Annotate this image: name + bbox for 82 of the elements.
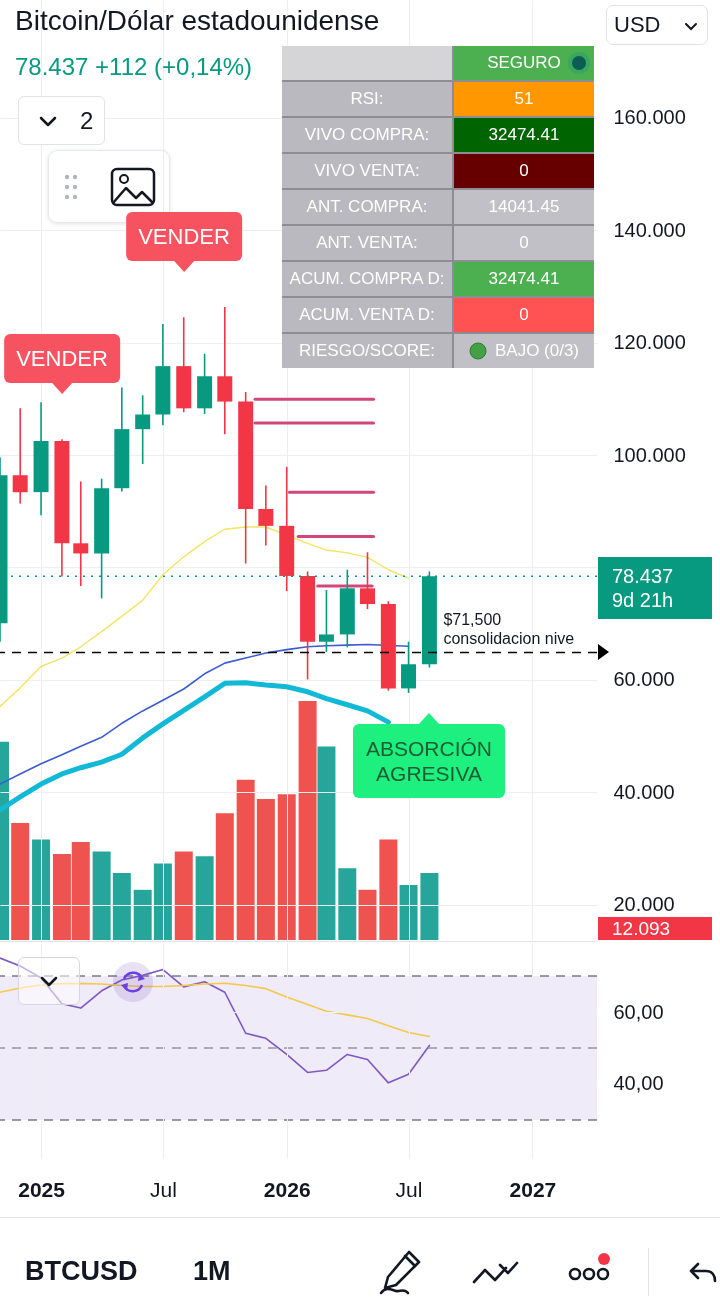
- annotation: 2: [80, 107, 94, 134]
- callout: ABSORCIÓN AGRESIVA: [353, 713, 505, 798]
- price-tag: 12.093: [598, 917, 712, 940]
- table-cell: 32474.41: [454, 262, 594, 296]
- line-series: [0, 982, 431, 1038]
- bar: [298, 701, 317, 940]
- chart-title: Bitcoin/Dólar estadounidense: [15, 5, 380, 37]
- candlestick: [135, 394, 151, 465]
- annotation: 14041.45: [488, 197, 560, 217]
- x-tick-label: 2027: [509, 1177, 557, 1201]
- annotation: BAJO (0/3): [494, 341, 580, 361]
- ref-line-label: $71,500 consolidacion nive: [443, 610, 576, 649]
- candlestick: [12, 407, 28, 505]
- bar: [195, 856, 214, 940]
- table-cell: VIVO COMPRA:: [282, 118, 452, 152]
- x-tick-label: 2025: [18, 1177, 66, 1201]
- table-cell: 0: [454, 298, 594, 332]
- text: BTCUSD: [25, 1256, 138, 1286]
- table-cell: RSI:: [282, 82, 452, 116]
- annotation: 51: [514, 89, 534, 109]
- annotation: 32474.41: [488, 269, 560, 289]
- y-tick-label: 60.000: [613, 668, 675, 691]
- bar: [277, 794, 296, 940]
- bar: [256, 798, 275, 940]
- table-cell: 51: [454, 82, 594, 116]
- table-cell: 0: [454, 154, 594, 188]
- bar: [317, 746, 336, 940]
- y-tick-label: 40,00: [613, 1072, 664, 1095]
- table-cell: ANT. VENTA:: [282, 226, 452, 260]
- bar: [92, 851, 111, 940]
- dropdown-button: 2: [18, 96, 105, 145]
- price-tag: 78.437 9d 21h: [598, 557, 712, 620]
- bar: [236, 779, 255, 940]
- y-tick-label: 20.000: [613, 893, 675, 916]
- y-tick-label: 140.000: [613, 218, 686, 241]
- bar: [358, 889, 377, 940]
- x-tick-label: Jul: [149, 1177, 177, 1201]
- annotation: 0: [519, 233, 529, 253]
- x-tick-label: 2026: [263, 1177, 311, 1201]
- dropdown-button: USD: [606, 5, 708, 45]
- x-tick-label: Jul: [395, 1177, 423, 1201]
- y-tick-label: 40.000: [613, 780, 675, 803]
- y-tick-label: 160.000: [613, 106, 686, 129]
- bar: [153, 863, 172, 940]
- y-tick-label: 60,00: [613, 1000, 664, 1023]
- bar: [215, 813, 234, 940]
- callout: VENDER: [126, 212, 242, 272]
- table-cell: SEGURO: [454, 46, 594, 80]
- table-cell: ACUM. VENTA D:: [282, 298, 452, 332]
- bar: [112, 873, 131, 940]
- bar: [379, 839, 398, 940]
- y-tick-label: 100.000: [613, 443, 686, 466]
- bar: [133, 889, 152, 940]
- candlestick: [318, 589, 334, 653]
- annotation: VENDER: [126, 212, 242, 261]
- table-cell: 0: [454, 226, 594, 260]
- text: 78.437 +112 (+0,14%): [15, 53, 253, 81]
- annotation: 0: [519, 305, 529, 325]
- ref-line-label: 78.437: [612, 564, 675, 589]
- bar: [174, 851, 193, 940]
- candlestick: [359, 551, 375, 610]
- text: 1M: [193, 1256, 231, 1286]
- line-series: [0, 957, 431, 1084]
- bar: [399, 885, 418, 940]
- table-cell: BAJO (0/3): [454, 334, 594, 368]
- y-tick-label: 120.000: [613, 331, 686, 354]
- table-cell: 32474.41: [454, 118, 594, 152]
- table-cell: ACUM. COMPRA D:: [282, 262, 452, 296]
- annotation: SEGURO: [487, 53, 561, 73]
- annotation: 32474.41: [488, 125, 560, 145]
- table-cell: 14041.45: [454, 190, 594, 224]
- table-cell: RIESGO/SCORE:: [282, 334, 452, 368]
- candlestick: [73, 480, 89, 587]
- annotation: VENDER: [4, 334, 120, 383]
- bar: [338, 868, 357, 940]
- table-cell: VIVO VENTA:: [282, 154, 452, 188]
- table-cell: ANT. COMPRA:: [282, 190, 452, 224]
- candlestick: [258, 484, 274, 547]
- bar: [420, 873, 439, 940]
- bar: [32, 839, 51, 940]
- callout: VENDER: [4, 334, 120, 394]
- annotation: 0: [519, 161, 529, 181]
